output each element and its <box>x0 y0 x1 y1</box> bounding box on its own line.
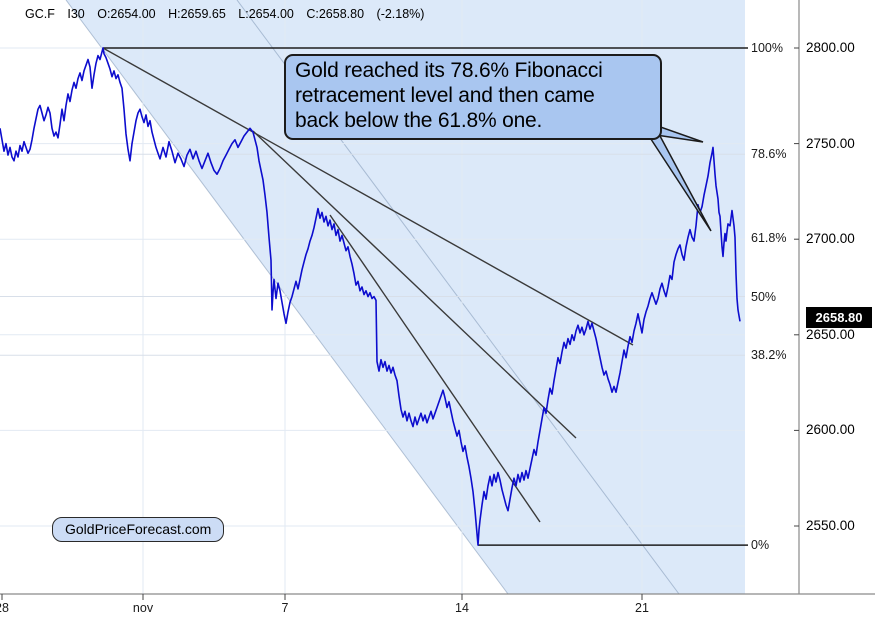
resistance-line-3 <box>329 214 541 523</box>
close-value: C:2658.80 <box>306 7 365 21</box>
watermark-badge: GoldPriceForecast.com <box>52 517 225 542</box>
fib-level-label: 38.2% <box>751 348 787 363</box>
price-axis-label: 2550.00 <box>806 518 855 533</box>
price-axis-label: 2800.00 <box>806 40 855 55</box>
fib-level-label: 61.8% <box>751 230 787 245</box>
high-value: H:2659.65 <box>168 7 226 21</box>
fib-level-label: 0% <box>751 538 770 553</box>
open-value: O:2654.00 <box>97 7 156 21</box>
time-axis-label: 28 <box>0 601 9 615</box>
annotation-line: retracement level and then came <box>295 83 595 107</box>
price-axis-label: 2750.00 <box>806 135 855 151</box>
price-line <box>0 47 741 546</box>
resistance-line-2 <box>252 130 577 439</box>
resistance-line-1 <box>102 47 634 346</box>
last-price-tag: 2658.80 <box>806 306 872 328</box>
fib-level-label: 50% <box>751 289 777 304</box>
annotation-callout[interactable]: Gold reached its 78.6% Fibonacci retrace… <box>284 54 662 141</box>
low-value: L:2654.00 <box>238 7 294 21</box>
change-value: (-2.18%) <box>376 7 425 21</box>
price-axis-label: 2700.00 <box>806 231 855 247</box>
annotation-line: Gold reached its 78.6% Fibonacci <box>295 59 603 82</box>
time-axis-label: 7 <box>281 601 289 615</box>
annotation-line: back below the 61.8% one. <box>295 108 543 132</box>
symbol-label: GC.F <box>25 7 55 21</box>
fib-level-label: 78.6% <box>751 147 787 162</box>
interval-label: I30 <box>67 7 85 21</box>
price-axis-label: 2650.00 <box>806 326 855 342</box>
price-axis-label: 2600.00 <box>806 422 855 438</box>
time-axis-label: 21 <box>635 601 649 615</box>
fib-level-label: 100% <box>751 41 783 55</box>
time-axis-label: 14 <box>455 601 469 615</box>
quote-header: GC.F I30 O:2654.00 H:2659.65 L:2654.00 C… <box>25 7 433 21</box>
time-axis-label: nov <box>132 601 154 615</box>
